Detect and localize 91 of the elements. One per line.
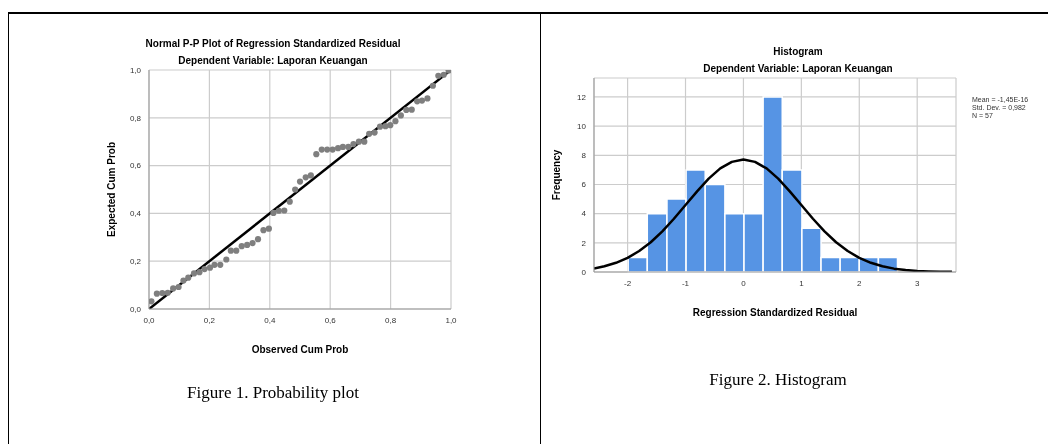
point (324, 146, 331, 153)
point (233, 247, 240, 254)
point (149, 298, 155, 305)
y-tick-label: 4 (581, 209, 587, 219)
point (227, 247, 234, 254)
chart-subtitle: Dependent Variable: Laporan Keuangan (177, 55, 369, 66)
point (445, 70, 451, 74)
point (286, 198, 293, 205)
point (180, 277, 187, 284)
y-tick-label: 12 (577, 92, 587, 102)
point (371, 129, 378, 136)
point (206, 264, 214, 271)
point (313, 151, 320, 158)
point (275, 207, 282, 214)
point (418, 97, 426, 104)
point (429, 82, 436, 89)
x-tick-label: 1 (799, 278, 805, 288)
point (414, 98, 421, 105)
point (265, 225, 272, 232)
y-tick-label: 0,4 (129, 209, 142, 219)
x-tick-label: 0,4 (264, 315, 276, 325)
caption: Figure 1. Probability plot (186, 383, 360, 403)
y-tick-label: 8 (581, 151, 587, 161)
x-axis-title: Regression Standardized Residual (692, 307, 858, 318)
point (302, 174, 309, 181)
x-tick-label: -1 (681, 278, 690, 288)
point (376, 123, 384, 130)
point (217, 261, 224, 268)
x-tick-label: 3 (914, 278, 920, 288)
y-tick-label: 0,2 (129, 257, 142, 267)
point (435, 72, 442, 79)
point (249, 239, 256, 247)
x-tick-label: -2 (624, 278, 632, 288)
x-tick-label: 2 (857, 278, 863, 288)
point (211, 261, 218, 268)
point (408, 106, 415, 113)
y-axis-title: Expected Cum Prob (105, 141, 117, 238)
point (397, 112, 404, 119)
point (175, 283, 182, 291)
y-tick-label: 0,8 (129, 113, 142, 123)
point (270, 209, 277, 217)
point (387, 122, 394, 129)
point (296, 178, 304, 185)
point (350, 141, 357, 148)
point (238, 243, 245, 250)
point (201, 266, 208, 273)
y-tick-label: 0,0 (129, 304, 142, 314)
x-tick-label: 0,8 (385, 315, 397, 325)
point (307, 172, 314, 179)
point (339, 143, 346, 151)
point (164, 289, 171, 296)
point (292, 186, 299, 193)
chart-subtitle: Dependent Variable: Laporan Keuangan (702, 63, 894, 74)
point (345, 143, 352, 151)
y-tick-label: 0 (581, 267, 587, 277)
y-tick-label: 6 (581, 180, 587, 190)
point (318, 146, 325, 153)
point (392, 118, 399, 125)
point (153, 290, 160, 297)
x-tick-label: 0,0 (143, 315, 156, 325)
point (254, 236, 262, 243)
point (403, 106, 410, 113)
y-tick-label: 1,0 (129, 65, 142, 75)
point (355, 138, 362, 145)
x-tick-label: 0,2 (203, 315, 216, 325)
x-tick-label: 1,0 (445, 315, 458, 325)
point (159, 289, 166, 297)
point (281, 207, 288, 214)
chart-title: Normal P-P Plot of Regression Standardized Residual (144, 38, 402, 49)
y-tick-label: 0,6 (129, 161, 142, 171)
point (329, 146, 336, 153)
point (190, 270, 198, 277)
point (334, 145, 342, 152)
point (260, 227, 267, 234)
point (366, 130, 373, 137)
point (440, 71, 447, 78)
x-axis-title: Observed Cum Prob (251, 344, 349, 355)
point (244, 241, 251, 249)
x-tick-label: 0,6 (324, 315, 337, 325)
y-tick-label: 10 (577, 121, 587, 131)
caption: Figure 2. Histogram (708, 370, 848, 390)
y-tick-label: 2 (581, 238, 587, 248)
point (185, 274, 192, 281)
point (223, 256, 230, 263)
point (361, 138, 368, 145)
x-tick-label: 0 (741, 278, 747, 288)
point (196, 269, 203, 276)
point (170, 285, 177, 292)
point (424, 95, 431, 102)
y-axis-title: Frequency (550, 149, 562, 201)
chart-title: Histogram (772, 46, 824, 57)
